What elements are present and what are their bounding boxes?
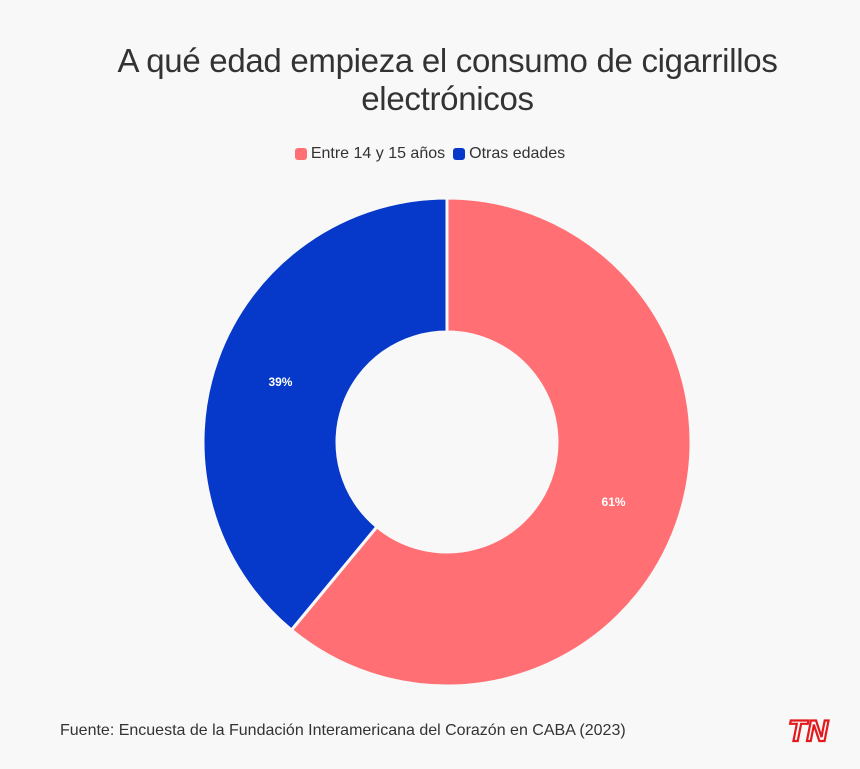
legend-swatch-otras-edades: [453, 148, 466, 160]
tn-logo-text: TN: [788, 715, 829, 746]
data-label-entre-14-y-15: 61%: [602, 495, 626, 509]
slice-otras-edades[interactable]: [201, 196, 449, 632]
source-note: Fuente: Encuesta de la Fundación Interam…: [60, 722, 626, 739]
chart-title: A qué edad empieza el consumo de cigarri…: [117, 42, 778, 117]
tn-logo: TN: [787, 714, 831, 746]
legend-item-otras-edades[interactable]: Otras edades: [453, 145, 565, 163]
legend: Entre 14 y 15 años Otras edades: [0, 145, 860, 163]
legend-swatch-entre-14-y-15: [294, 148, 307, 160]
legend-label-entre-14-y-15: Entre 14 y 15 años: [310, 145, 446, 162]
data-label-otras-edades: 39%: [268, 375, 292, 389]
legend-item-entre-14-y-15[interactable]: Entre 14 y 15 años: [294, 145, 446, 163]
legend-label-otras-edades: Otras edades: [469, 145, 566, 162]
slice-entre-14-y-15[interactable]: [289, 196, 693, 688]
